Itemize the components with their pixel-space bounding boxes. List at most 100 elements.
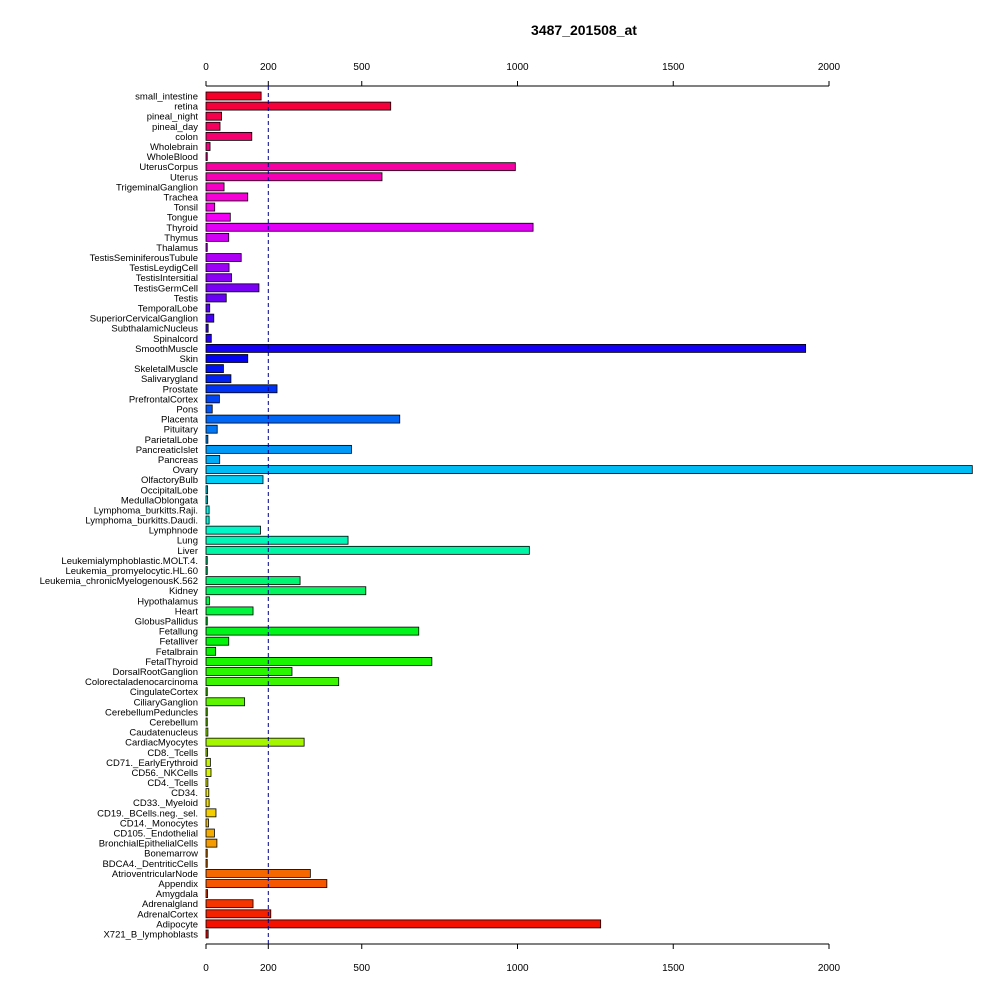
bar-Heart <box>205 606 254 616</box>
bar-Tongue <box>205 212 231 222</box>
bar-Thalamus <box>205 243 208 252</box>
category-label: WholeBlood <box>147 152 198 163</box>
category-label: CerebellumPeduncles <box>105 707 198 718</box>
category-label: DorsalRootGanglion <box>112 667 198 678</box>
category-label: CardiacMyocytes <box>125 738 198 749</box>
bar-Liver <box>205 545 530 555</box>
bar-TestisSeminiferousTubule <box>205 253 242 262</box>
bar-Pons <box>205 404 213 414</box>
bar-Lymphoma_burkitts.Raji. <box>205 505 210 515</box>
category-label: TestisIntersitial <box>136 273 198 284</box>
category-label: PancreaticIslet <box>136 445 199 456</box>
category-label: small_intestine <box>135 92 198 103</box>
category-label: ParietalLobe <box>145 435 198 446</box>
category-label: Caudatenucleus <box>129 728 198 739</box>
category-label: Pituitary <box>164 425 199 436</box>
bar-CD4._Tcells <box>205 778 209 787</box>
bar-MedullaOblongata <box>205 495 208 505</box>
category-label: Lymphoma_burkitts.Daudi. <box>85 516 198 527</box>
category-label: Placenta <box>161 415 199 426</box>
bar-Lung <box>205 535 349 545</box>
category-label: Amygdala <box>156 889 199 900</box>
bar-CD33._Myeloid <box>205 798 210 808</box>
bar-OlfactoryBulb <box>205 475 264 485</box>
bar-CD8._Tcells <box>205 747 208 757</box>
bar-WholeBlood <box>205 152 208 161</box>
category-label: SmoothMuscle <box>135 344 198 355</box>
bar-Leukemia_chronicMyelogenousK.562 <box>205 576 301 586</box>
category-label: pineal_day <box>152 122 198 133</box>
category-label: Kidney <box>169 586 198 597</box>
category-label: CingulateCortex <box>130 687 198 698</box>
category-label: CD56._NKCells <box>131 768 198 779</box>
category-label: Leukemialymphoblastic.MOLT.4. <box>61 556 198 567</box>
bar-CerebellumPeduncles <box>205 707 208 717</box>
bar-Thymus <box>205 232 230 242</box>
bar-Kidney <box>205 586 367 596</box>
bar-Adrenalgland <box>205 899 254 909</box>
category-label: Cerebellum <box>149 717 198 728</box>
bar-pineal_night <box>205 111 222 121</box>
bar-TestisLeydigCell <box>205 263 230 273</box>
bars <box>205 91 973 939</box>
bar-Leukemialymphoblastic.MOLT.4. <box>205 556 208 565</box>
bar-Bonemarrow <box>205 848 208 858</box>
category-label: Pancreas <box>158 455 198 466</box>
bar-FetalThyroid <box>205 656 433 666</box>
bottom-axis-tick-label: 200 <box>260 963 277 974</box>
category-label: Wholebrain <box>150 142 198 153</box>
category-label: SubthalamicNucleus <box>111 324 198 335</box>
category-label: SkeletalMuscle <box>134 364 198 375</box>
category-label: Pons <box>176 404 198 415</box>
category-label: Ovary <box>173 465 199 476</box>
category-label: UterusCorpus <box>139 162 198 173</box>
top-axis-tick-label: 500 <box>353 62 370 73</box>
category-label: Bonemarrow <box>144 849 198 860</box>
category-label: AtrioventricularNode <box>112 869 198 880</box>
bar-SuperiorCervicalGanglion <box>205 313 215 323</box>
bar-CD56._NKCells <box>205 768 212 777</box>
bar-SubthalamicNucleus <box>205 323 209 333</box>
category-label: Heart <box>175 606 199 617</box>
category-label: CD8._Tcells <box>147 748 198 759</box>
bar-Leukemia_promyelocytic.HL.60 <box>205 566 208 575</box>
bar-Fetallung <box>205 626 420 636</box>
category-label: OccipitalLobe <box>140 485 198 496</box>
bar-PancreaticIslet <box>205 444 352 454</box>
category-label: CD33._Myeloid <box>133 798 198 809</box>
category-label: Tongue <box>167 213 198 224</box>
category-label: Liver <box>177 546 198 557</box>
bar-colon <box>205 131 253 141</box>
bar-Pancreas <box>205 455 221 464</box>
category-label: colon <box>175 132 198 143</box>
category-label: Adrenalgland <box>142 899 198 910</box>
bar-Skin <box>205 354 249 363</box>
category-label: Skin <box>180 354 198 365</box>
bar-DorsalRootGanglion <box>205 667 293 676</box>
category-label: retina <box>174 102 198 113</box>
category-labels: small_intestineretinapineal_nightpineal_… <box>40 92 199 941</box>
category-label: Uterus <box>170 172 198 183</box>
bar-UterusCorpus <box>205 162 516 172</box>
category-label: Lymphnode <box>149 526 198 537</box>
bar-Wholebrain <box>205 142 211 151</box>
category-label: Adipocyte <box>156 919 198 930</box>
category-label: SuperiorCervicalGanglion <box>90 314 198 325</box>
bar-SkeletalMuscle <box>205 364 224 374</box>
category-label: Fetalliver <box>159 637 198 648</box>
bottom-axis-tick-label: 0 <box>203 963 209 974</box>
bar-PrefrontalCortex <box>205 394 220 404</box>
bottom-axis-tick-label: 1500 <box>662 963 685 974</box>
category-label: Appendix <box>158 879 198 890</box>
top-axis-tick-label: 200 <box>260 62 277 73</box>
bottom-axis-tick-label: 1000 <box>506 963 529 974</box>
category-label: CD4._Tcells <box>147 778 198 789</box>
bar-CiliaryGanglion <box>205 697 246 707</box>
bar-Cerebellum <box>205 717 208 727</box>
category-label: Testis <box>174 293 199 304</box>
bar-CD14._Monocytes <box>205 818 209 828</box>
category-label: MedullaOblongata <box>121 495 199 506</box>
category-label: TestisSeminiferousTubule <box>90 253 198 264</box>
bar-CD105._Endothelial <box>205 828 215 838</box>
category-label: Colorectaladenocarcinoma <box>85 677 199 688</box>
